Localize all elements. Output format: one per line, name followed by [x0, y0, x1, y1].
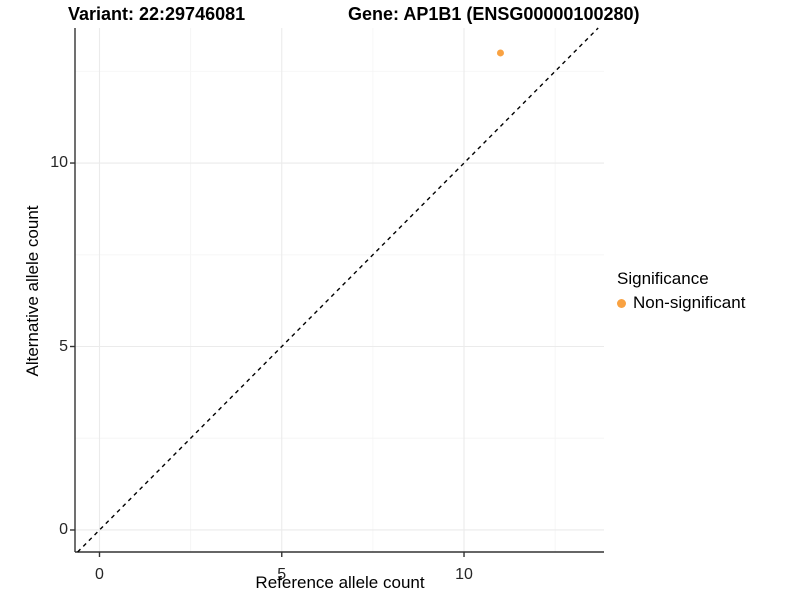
y-axis-title: Alternative allele count	[23, 205, 42, 377]
x-tick-label: 0	[95, 566, 104, 583]
legend: Significance Non-significant	[617, 269, 745, 313]
identity-dashed-line	[77, 27, 599, 553]
data-point	[496, 49, 504, 57]
variant-title: Variant: 22:29746081	[68, 4, 246, 24]
y-tick-label: 5	[59, 337, 68, 355]
legend-item: Non-significant	[617, 293, 745, 313]
y-tick-label: 10	[50, 154, 68, 172]
legend-title: Significance	[617, 269, 709, 288]
x-tick-label: 10	[455, 566, 473, 583]
y-tick-label: 0	[59, 520, 68, 538]
legend-items: Non-significant	[617, 293, 745, 313]
x-tick-label: 5	[277, 566, 287, 583]
legend-point-icon	[617, 298, 626, 308]
legend-item-label: Non-significant	[633, 293, 746, 312]
gene-title: Gene: AP1B1 (ENSG00000100280)	[348, 4, 640, 24]
x-axis-title: Reference allele count	[255, 573, 425, 592]
